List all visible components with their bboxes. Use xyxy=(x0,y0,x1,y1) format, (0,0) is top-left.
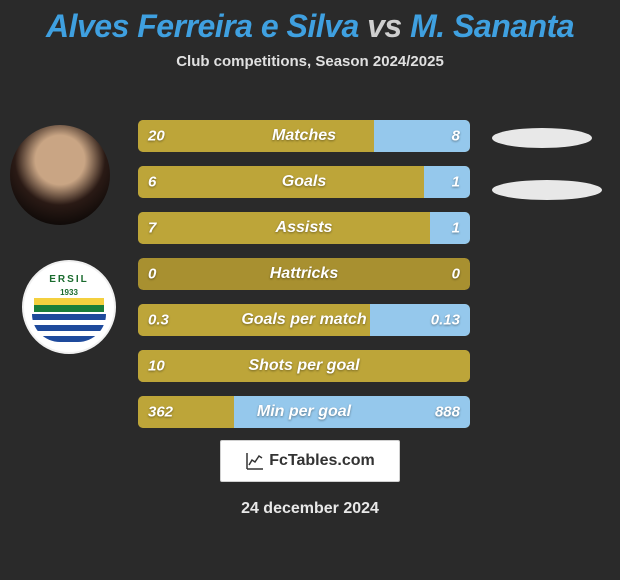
placeholder-ellipse-2 xyxy=(492,180,602,200)
brand-chart-icon xyxy=(245,451,265,471)
bar-label: Min per goal xyxy=(138,403,470,421)
bar-value-left: 6 xyxy=(148,174,156,191)
bar-value-left: 0 xyxy=(148,266,156,283)
player2-name: M. Sananta xyxy=(410,8,574,44)
bar-value-left: 362 xyxy=(148,404,173,421)
subtitle: Club competitions, Season 2024/2025 xyxy=(0,53,620,70)
date-text: 24 december 2024 xyxy=(0,500,620,518)
bar-value-right: 0.13 xyxy=(431,312,460,329)
badge-waves xyxy=(32,314,106,342)
vs-text: vs xyxy=(359,8,410,44)
bar-value-right: 888 xyxy=(435,404,460,421)
brand-text: FcTables.com xyxy=(269,452,375,470)
bar-value-right: 1 xyxy=(452,174,460,191)
player1-portrait xyxy=(10,125,110,225)
stat-bar-row: Assists7 1 xyxy=(138,212,470,244)
badge-year: 1933 xyxy=(24,288,114,297)
stat-bar-row: Shots per goal10 xyxy=(138,350,470,382)
bar-value-left: 20 xyxy=(148,128,165,145)
team-badge: ERSIL 1933 xyxy=(22,260,116,354)
bar-label: Goals xyxy=(138,173,470,191)
bar-label: Goals per match xyxy=(138,311,470,329)
bar-value-left: 7 xyxy=(148,220,156,237)
stat-bar-row: Hattricks0 0 xyxy=(138,258,470,290)
bar-label: Hattricks xyxy=(138,265,470,283)
comparison-title: Alves Ferreira e Silva vs M. Sananta xyxy=(0,0,620,45)
stat-bar-row: Matches20 8 xyxy=(138,120,470,152)
bar-value-right: 8 xyxy=(452,128,460,145)
player1-name: Alves Ferreira e Silva xyxy=(46,8,359,44)
stat-bar-row: Goals6 1 xyxy=(138,166,470,198)
placeholder-ellipse-1 xyxy=(492,128,592,148)
stat-bar-row: Min per goal362 888 xyxy=(138,396,470,428)
bar-label: Shots per goal xyxy=(138,357,470,375)
bar-label: Assists xyxy=(138,219,470,237)
badge-stripe xyxy=(34,298,104,312)
stat-bar-row: Goals per match0.3 0.13 xyxy=(138,304,470,336)
bar-value-left: 10 xyxy=(148,358,165,375)
brand-box: FcTables.com xyxy=(220,440,400,482)
bar-value-right: 0 xyxy=(452,266,460,283)
stats-bars: Matches208Goals61Assists71Hattricks00Goa… xyxy=(138,120,470,442)
bar-value-right: 1 xyxy=(452,220,460,237)
bar-value-left: 0.3 xyxy=(148,312,169,329)
bar-label: Matches xyxy=(138,127,470,145)
